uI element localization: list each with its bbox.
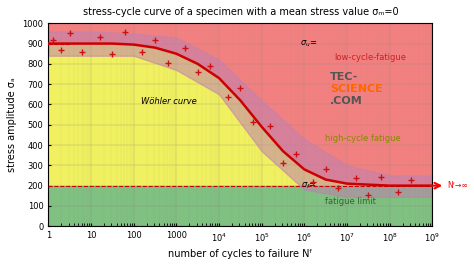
Point — [335, 186, 342, 190]
Point — [49, 38, 56, 42]
Point — [407, 177, 415, 182]
Text: TEC-: TEC- — [330, 72, 358, 82]
Point — [279, 161, 287, 165]
Point — [224, 95, 231, 99]
Point — [207, 64, 214, 68]
Point — [292, 152, 300, 156]
Point — [109, 52, 116, 56]
Point — [181, 45, 189, 50]
Point — [322, 167, 329, 172]
Point — [237, 86, 244, 90]
Text: .COM: .COM — [330, 97, 363, 106]
Point — [352, 176, 359, 180]
Point — [394, 190, 402, 194]
Text: $\sigma_f$=: $\sigma_f$= — [301, 180, 317, 191]
Text: $\sigma_u$=: $\sigma_u$= — [300, 38, 317, 49]
Point — [96, 35, 103, 40]
Point — [57, 48, 65, 52]
X-axis label: number of cycles to failure Nᶠ: number of cycles to failure Nᶠ — [168, 249, 312, 259]
Point — [121, 30, 129, 34]
Y-axis label: stress amplitude σₐ: stress amplitude σₐ — [7, 77, 17, 172]
Point — [365, 193, 372, 197]
Text: Wöhler curve: Wöhler curve — [141, 97, 197, 106]
Point — [309, 180, 317, 184]
Point — [249, 120, 257, 124]
Point — [194, 70, 201, 74]
Point — [66, 31, 73, 36]
Text: low-cycle-fatigue: low-cycle-fatigue — [334, 53, 406, 62]
Point — [79, 49, 86, 54]
Text: SCIENCE: SCIENCE — [330, 84, 383, 94]
Point — [266, 124, 274, 128]
Title: stress-cycle curve of a specimen with a mean stress value σₘ=0: stress-cycle curve of a specimen with a … — [82, 7, 398, 17]
Point — [164, 61, 172, 66]
Text: Nᶠ→∞: Nᶠ→∞ — [447, 181, 468, 190]
Point — [151, 38, 159, 42]
Text: fatigue limit: fatigue limit — [325, 197, 375, 206]
Point — [138, 50, 146, 54]
Point — [377, 175, 385, 179]
Text: high-cycle fatigue: high-cycle fatigue — [325, 134, 401, 143]
